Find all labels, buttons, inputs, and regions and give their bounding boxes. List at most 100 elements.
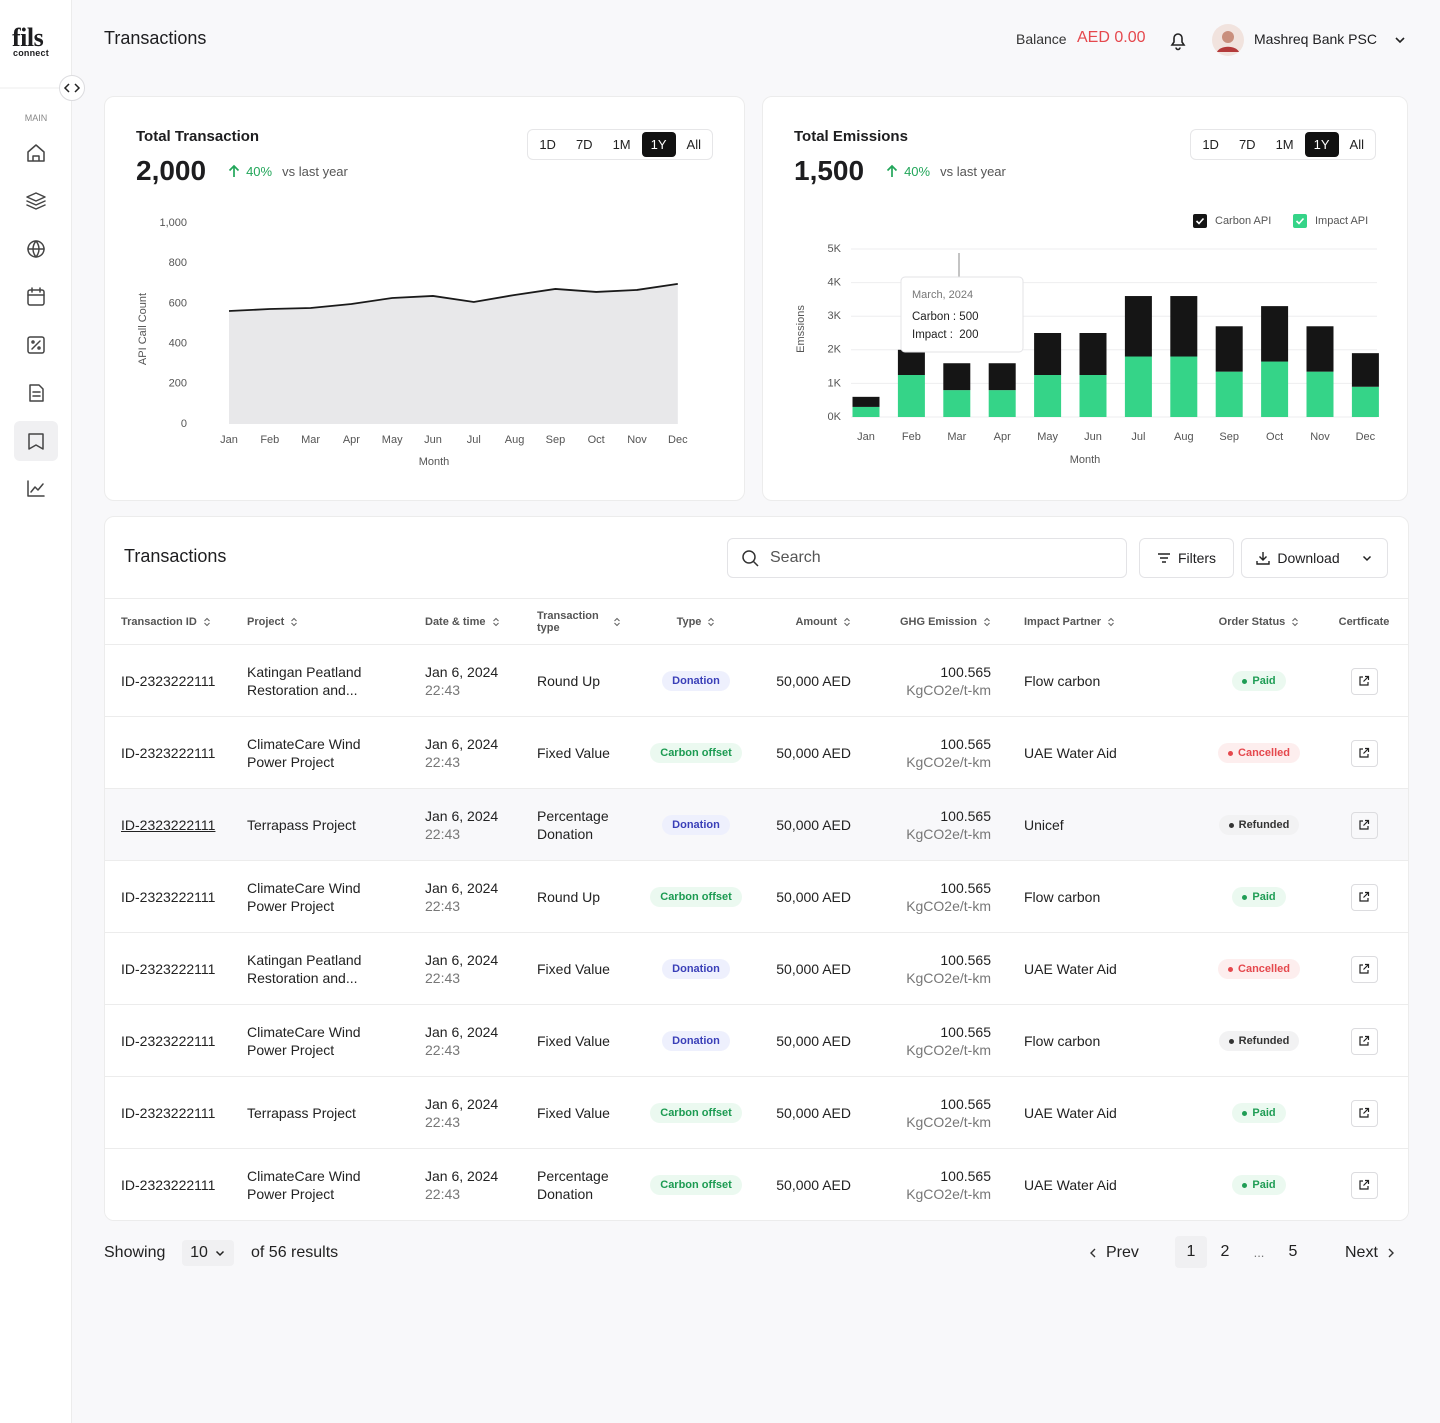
bar-segment	[852, 396, 880, 407]
notification-icon[interactable]	[1166, 28, 1190, 52]
user-menu-chevron[interactable]	[1392, 32, 1408, 48]
column-header[interactable]: Transaction ID	[121, 598, 231, 645]
bar-segment	[1079, 333, 1107, 375]
page-size-select[interactable]: 10	[182, 1240, 234, 1266]
certificate-button[interactable]	[1350, 883, 1378, 911]
status-dot	[1242, 678, 1248, 684]
column-header[interactable]: Type	[636, 598, 756, 645]
column-header[interactable]: Transaction type	[537, 598, 632, 645]
partner-cell: UAE Water Aid	[1024, 717, 1174, 789]
table-row[interactable]	[105, 933, 1408, 1005]
column-header-label: Transaction type	[537, 609, 599, 634]
download-button[interactable]: Download	[1241, 538, 1388, 578]
book-icon[interactable]	[28, 433, 44, 450]
certificate-button[interactable]	[1350, 811, 1378, 839]
table-row[interactable]	[105, 1005, 1408, 1077]
status-cell: Paid	[1199, 861, 1319, 933]
certificate-cell	[1314, 1077, 1408, 1149]
legend-checkbox[interactable]	[1293, 214, 1307, 228]
table-row[interactable]	[105, 645, 1408, 717]
range-button[interactable]: All	[1349, 137, 1364, 152]
ghg-stack: 100.565 KgCO2e/t-km	[906, 879, 991, 915]
transaction-id: ID-2323222111	[121, 889, 216, 905]
id-cell: ID-2323222111	[121, 1005, 231, 1077]
column-header[interactable]: Order Status	[1199, 598, 1319, 645]
partner-cell: Flow carbon	[1024, 1005, 1174, 1077]
certificate-button[interactable]	[1350, 1027, 1378, 1055]
amount-cell: 50,000 AED	[741, 1005, 851, 1077]
type-cell: Carbon offset	[636, 1077, 756, 1149]
impact-partner: Flow carbon	[1024, 673, 1101, 689]
range-button[interactable]: 1Y	[641, 132, 676, 157]
external-link-icon	[1359, 747, 1370, 758]
bar-segment	[1034, 333, 1062, 375]
certificate-button[interactable]	[1350, 955, 1378, 983]
range-button[interactable]: 1D	[539, 137, 556, 152]
bar-segment	[1170, 356, 1198, 417]
discount-icon[interactable]	[27, 336, 45, 354]
certificate-button[interactable]	[1350, 739, 1378, 767]
range-button[interactable]: 1M	[1275, 137, 1294, 152]
ghg-value: 100.565	[940, 1096, 991, 1112]
transaction-id: ID-2323222111	[121, 745, 216, 761]
page-number[interactable]: ...	[1253, 1244, 1265, 1260]
range-button[interactable]: 1M	[612, 137, 631, 152]
column-header[interactable]: Impact Partner	[1024, 598, 1174, 645]
column-header-label: Date & time	[425, 615, 486, 628]
search-box[interactable]: Search	[727, 538, 1127, 578]
active-nav-bg	[14, 421, 58, 461]
transaction-type: Fixed Value	[537, 1033, 610, 1049]
column-header[interactable]: Certficate	[1314, 598, 1408, 645]
column-header[interactable]: Date & time	[425, 598, 525, 645]
column-header[interactable]: GHG Emission	[871, 598, 991, 645]
date-cell: Jan 6, 2024 22:43	[425, 789, 525, 861]
layers-icon[interactable]	[26, 192, 46, 210]
transaction-id: ID-2323222111	[121, 1033, 216, 1049]
page-number[interactable]: 5	[1288, 1243, 1298, 1260]
document-icon[interactable]	[29, 384, 44, 402]
x-axis-label: Month	[1070, 454, 1101, 466]
legend-checkbox[interactable]	[1193, 214, 1207, 228]
certificate-button[interactable]	[1350, 1099, 1378, 1127]
table-row[interactable]	[105, 1149, 1408, 1220]
sidebar-toggle[interactable]	[58, 74, 86, 102]
range-button[interactable]: 1D	[1202, 137, 1219, 152]
date: Jan 6, 2024	[425, 1096, 499, 1112]
table-row[interactable]	[105, 861, 1408, 933]
impact-partner: Flow carbon	[1024, 889, 1101, 905]
y-tick-label: 0	[181, 418, 187, 430]
external-link-icon	[1359, 1179, 1370, 1190]
total-value: 1,500	[794, 155, 865, 186]
page-number[interactable]: 2	[1220, 1243, 1230, 1260]
filters-button[interactable]: Filters	[1139, 538, 1234, 578]
range-button[interactable]: 7D	[575, 137, 593, 152]
impact-partner: UAE Water Aid	[1024, 745, 1117, 761]
txn-type-cell: Round Up	[537, 645, 632, 717]
ghg-stack: 100.565 KgCO2e/t-km	[906, 1023, 991, 1059]
chart-card: 0 200 400 600 800 1,000 Jan Feb Mar Apr May Jun Jul A…	[104, 96, 745, 501]
transaction-id: ID-2323222111	[121, 817, 216, 833]
user-name[interactable]: Mashreq Bank PSC	[1254, 31, 1377, 47]
change-label: vs last year	[282, 163, 348, 179]
next-button[interactable]: Next	[1345, 1240, 1396, 1266]
certificate-button[interactable]	[1350, 1171, 1378, 1199]
x-tick-label: Jul	[1131, 431, 1145, 443]
table-row[interactable]	[105, 1077, 1408, 1149]
transaction-type: Fixed Value	[537, 961, 610, 977]
calendar-icon[interactable]	[27, 289, 45, 306]
home-icon[interactable]	[27, 144, 45, 162]
chart-icon[interactable]	[27, 480, 45, 497]
column-header[interactable]: Amount	[741, 598, 851, 645]
range-button[interactable]: 1Y	[1304, 132, 1339, 157]
prev-button[interactable]: Prev	[1088, 1240, 1139, 1266]
avatar[interactable]	[1211, 23, 1245, 57]
table-row[interactable]	[105, 789, 1408, 861]
certificate-button[interactable]	[1350, 667, 1378, 695]
range-button[interactable]: All	[686, 137, 701, 152]
range-button[interactable]: 7D	[1238, 137, 1256, 152]
column-header[interactable]: Project	[247, 598, 387, 645]
page-number[interactable]: 1	[1175, 1236, 1207, 1268]
table-row[interactable]	[105, 717, 1408, 789]
ghg-cell: 100.565 KgCO2e/t-km	[871, 1077, 991, 1149]
